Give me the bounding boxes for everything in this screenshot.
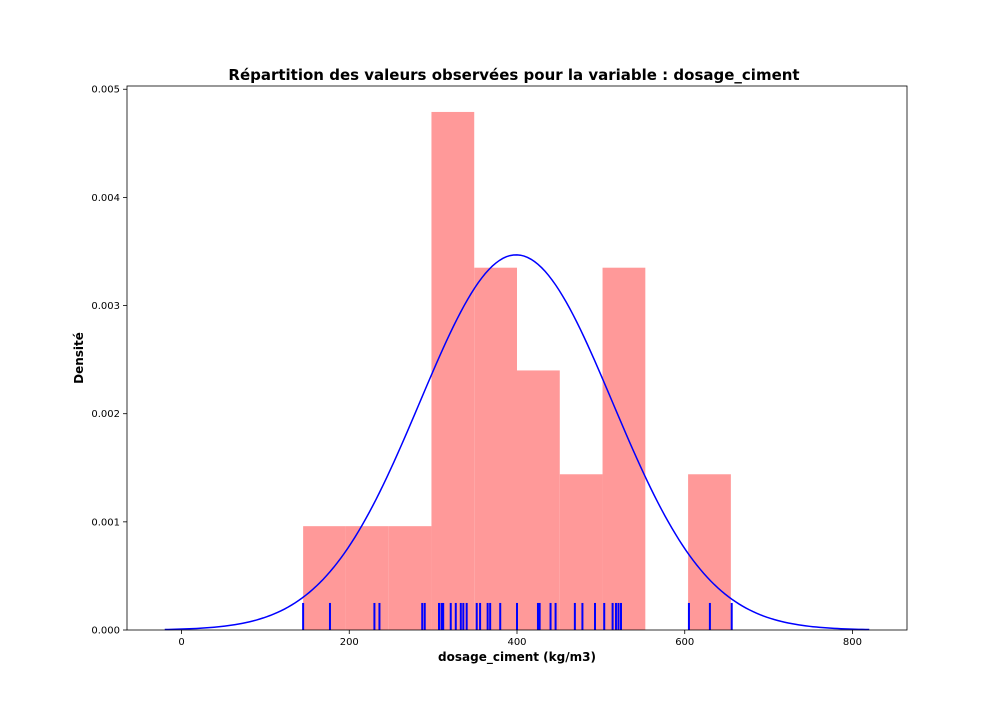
- x-tick-label: 200: [340, 637, 359, 648]
- y-tick-label: 0.004: [91, 193, 120, 204]
- y-tick-label: 0.002: [91, 409, 120, 420]
- density-curve: [164, 254, 870, 631]
- histogram-bar: [345, 526, 389, 630]
- y-tick-label: 0.000: [91, 626, 120, 637]
- x-axis-label: dosage_ciment (kg/m3): [438, 650, 596, 665]
- histogram-bar: [517, 370, 560, 630]
- x-tick-label: 400: [507, 637, 526, 648]
- histogram-bars: [303, 111, 731, 631]
- y-tick-label: 0.001: [91, 517, 120, 528]
- x-tick-label: 600: [675, 637, 694, 648]
- rug-marks: [302, 602, 733, 630]
- histogram-bar: [602, 267, 646, 630]
- x-axis: 0 200 400 600 800: [178, 630, 862, 648]
- histogram-bar: [559, 474, 603, 630]
- y-axis: 0.000 0.001 0.002 0.003 0.004 0.005: [91, 85, 127, 637]
- histogram-bar: [431, 111, 475, 631]
- plot-area: [126, 85, 908, 631]
- y-tick-label: 0.003: [91, 301, 120, 312]
- x-tick-label: 0: [178, 637, 184, 648]
- y-tick-label: 0.005: [91, 85, 120, 96]
- chart-title: Répartition des valeurs observées pour l…: [228, 66, 799, 84]
- x-tick-label: 800: [843, 637, 862, 648]
- histogram-bar: [474, 267, 517, 630]
- y-axis-label: Densité: [72, 332, 86, 384]
